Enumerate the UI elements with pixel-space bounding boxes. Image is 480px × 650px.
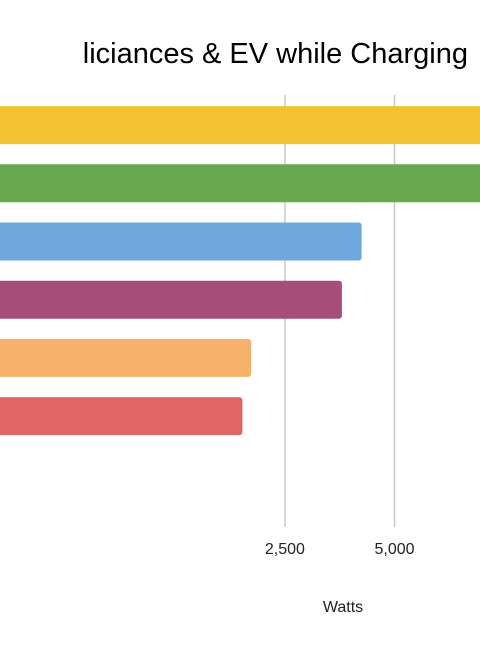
- bar: [0, 106, 480, 145]
- bar: [0, 397, 243, 436]
- x-tick-label: 5,000: [374, 541, 414, 558]
- chart-title: liciances & EV while Charging: [82, 38, 468, 70]
- x-axis-title: Watts: [323, 599, 363, 616]
- bar: [0, 222, 362, 261]
- x-tick-label: 2,500: [265, 541, 305, 558]
- bars: [0, 106, 480, 436]
- bar: [0, 280, 342, 319]
- bar: [0, 164, 480, 203]
- x-tick-labels: 2,500 5,000: [265, 541, 415, 558]
- bar: [0, 338, 252, 377]
